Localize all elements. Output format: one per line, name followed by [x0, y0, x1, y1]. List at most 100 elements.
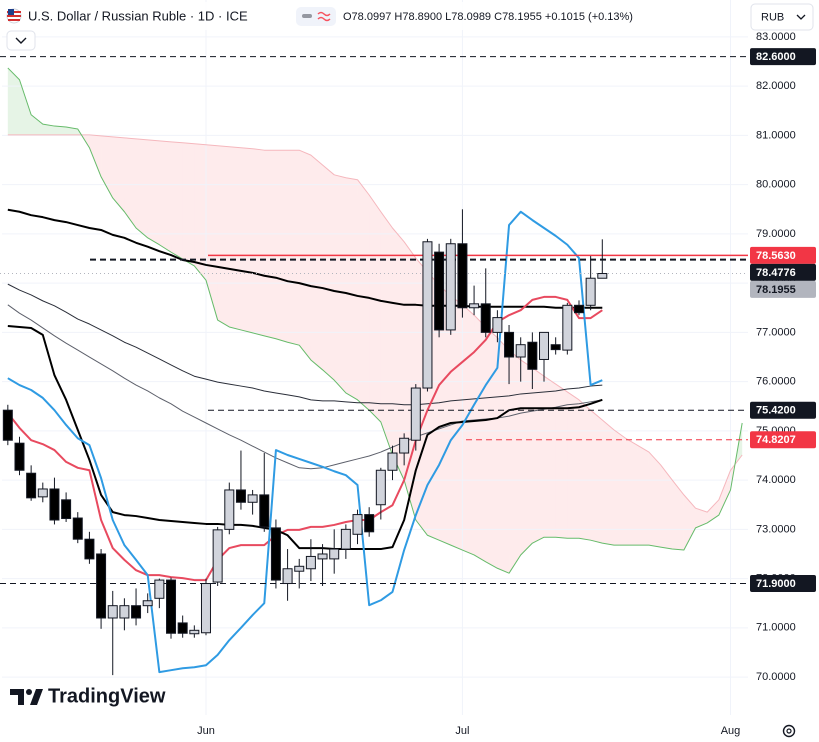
cloud-fill: [217, 145, 230, 327]
cloud-fill: [625, 438, 638, 546]
cloud-fill: [544, 376, 556, 538]
x-tick-label: Jul: [455, 725, 469, 737]
price-label-layer: 82.6000 78.5630 78.4776 78.1955 75.4200 74.82…: [750, 48, 816, 593]
cloud-span-a: [7, 67, 743, 574]
candle-body: [235, 489, 246, 503]
header: U.S. Dollar / Russian Ruble · 1D · ICE O…: [0, 2, 633, 51]
cloud-fill: [112, 136, 125, 212]
price-label: 74.8207: [756, 434, 796, 446]
candle-body: [539, 331, 550, 360]
y-tick-label: 80.0000: [756, 179, 796, 191]
price-label-box: [750, 48, 816, 66]
candle-body: [49, 488, 60, 521]
ohlc-close: C78.1955: [494, 11, 542, 23]
y-tick-label: 73.0000: [756, 523, 796, 535]
candle-body: [515, 344, 526, 358]
cloud-fill: [42, 124, 55, 135]
candle-body: [364, 514, 375, 533]
currency-button[interactable]: RUB: [750, 3, 814, 31]
ohlc-high: H78.8900: [394, 11, 442, 23]
cloud-fill: [205, 144, 218, 321]
candle-body: [340, 528, 351, 550]
y-tick-label: 79.0000: [756, 228, 796, 240]
candle-body: [305, 555, 316, 570]
cloud-fill: [54, 126, 67, 135]
candle-body: [212, 529, 223, 583]
settings-button[interactable]: [782, 724, 796, 738]
indicator-line: [7, 295, 603, 582]
price-label: 78.1955: [756, 284, 796, 296]
price-label: 71.9000: [756, 578, 796, 590]
price-label: 78.4776: [756, 267, 796, 279]
candle-body: [352, 514, 363, 535]
cloud-fill: [287, 150, 300, 346]
price-label-box: [750, 263, 816, 281]
cloud-fill: [357, 179, 370, 411]
candle-body: [282, 568, 293, 585]
cloud-fill: [101, 135, 113, 198]
indicator-toggle[interactable]: [296, 7, 336, 26]
cloud-fill: [31, 114, 43, 135]
ohlc-low: L78.0989: [445, 11, 491, 23]
candle-body: [445, 243, 456, 331]
candle-body: [2, 409, 13, 441]
cloud-fill: [683, 494, 696, 551]
price-label: 78.5630: [756, 250, 796, 262]
price-label: 82.6000: [756, 51, 796, 63]
candle-body: [573, 304, 584, 314]
cloud-fill: [578, 399, 591, 541]
candle-body: [527, 341, 538, 370]
candle-body: [457, 243, 468, 309]
candle-body: [399, 437, 410, 454]
cloud-fill: [532, 367, 545, 544]
candle-body: [422, 241, 433, 389]
cloud-fill: [637, 445, 649, 546]
y-tick-label: 74.0000: [756, 474, 796, 486]
candle-body: [504, 331, 515, 358]
cloud-fill: [322, 164, 335, 381]
y-tick-label: 70.0000: [756, 671, 796, 683]
candle-body: [119, 605, 130, 619]
candle-layer: [2, 209, 608, 676]
candle-body: [189, 629, 200, 635]
candle-body: [84, 538, 95, 560]
price-label-box: [750, 401, 816, 419]
price-label-box: [750, 431, 816, 449]
candle-body: [131, 605, 142, 619]
cloud-fill: [369, 195, 381, 423]
cloud-fill: [380, 211, 393, 455]
ohlc-change: +0.1015 (+0.13%): [545, 11, 633, 23]
candle-body: [270, 527, 281, 581]
candle-body: [259, 494, 270, 528]
candle-body: [37, 488, 48, 498]
indicator-line: [7, 210, 603, 674]
x-tick-label: Jun: [197, 725, 215, 737]
currency-label: RUB: [761, 11, 784, 23]
candle-body: [26, 472, 37, 499]
cloud-fill: [275, 150, 288, 343]
cloud-fill: [171, 141, 183, 260]
header-bg: [0, 2, 560, 30]
cloud-fill: [462, 304, 475, 555]
brand-name: TradingView: [48, 685, 166, 707]
cloud-fill: [264, 150, 276, 339]
ohlc-open: O78.0997: [343, 11, 391, 23]
collapse-button[interactable]: [6, 30, 36, 51]
y-tick-label: 82.0000: [756, 80, 796, 92]
candle-body: [224, 489, 235, 530]
y-tick-label: 76.0000: [756, 376, 796, 388]
candle-body: [597, 273, 608, 279]
cloud-fill: [345, 177, 358, 400]
candle-body: [72, 517, 83, 540]
cloud-fill: [497, 337, 510, 574]
cloud-fill: [252, 148, 265, 336]
cloud-fill: [567, 391, 579, 539]
grid-layer: [2, 0, 748, 715]
indicator-line: [7, 324, 603, 551]
y-tick-label: 81.0000: [756, 129, 796, 141]
cloud-fill: [136, 138, 148, 238]
cloud-fill: [310, 155, 323, 370]
cloud-fill: [474, 315, 486, 562]
cloud-fill: [147, 139, 160, 245]
